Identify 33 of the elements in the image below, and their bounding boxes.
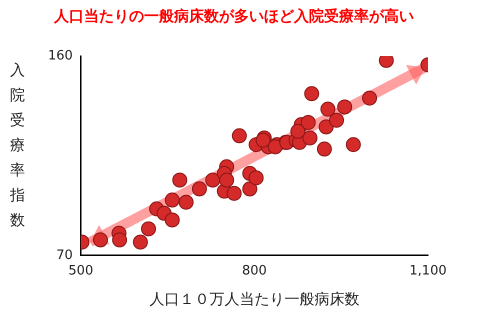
point <box>192 181 207 196</box>
x-tick-label: 500 <box>68 264 94 279</box>
x-axis-title: 人口１０万人当たり一般病床数 <box>149 290 360 308</box>
point <box>205 172 220 188</box>
point <box>226 186 242 201</box>
point <box>302 130 318 146</box>
point <box>362 90 378 106</box>
point <box>290 124 306 139</box>
y-axis-title: 入院受療率指数 <box>10 60 26 231</box>
point <box>320 102 336 117</box>
point <box>164 192 180 208</box>
y-tick-label: 70 <box>56 248 73 263</box>
point <box>300 114 316 130</box>
point <box>337 99 352 114</box>
point <box>112 232 128 248</box>
chart-title: 人口当たりの一般病床数が多いほど入院受療率が高い <box>53 6 414 25</box>
point <box>304 86 320 102</box>
x-tick-label: 1,100 <box>409 264 447 279</box>
point <box>318 119 334 134</box>
point <box>172 172 188 188</box>
point <box>132 234 148 250</box>
point <box>219 172 234 188</box>
x-tick-label: 800 <box>242 264 267 279</box>
point <box>141 221 156 236</box>
y-tick-label: 160 <box>48 48 73 64</box>
point <box>178 194 194 210</box>
point <box>232 128 247 144</box>
point <box>329 112 344 128</box>
point <box>316 142 332 157</box>
point <box>248 170 264 186</box>
point <box>242 181 258 196</box>
point <box>346 137 361 152</box>
point <box>164 212 180 228</box>
